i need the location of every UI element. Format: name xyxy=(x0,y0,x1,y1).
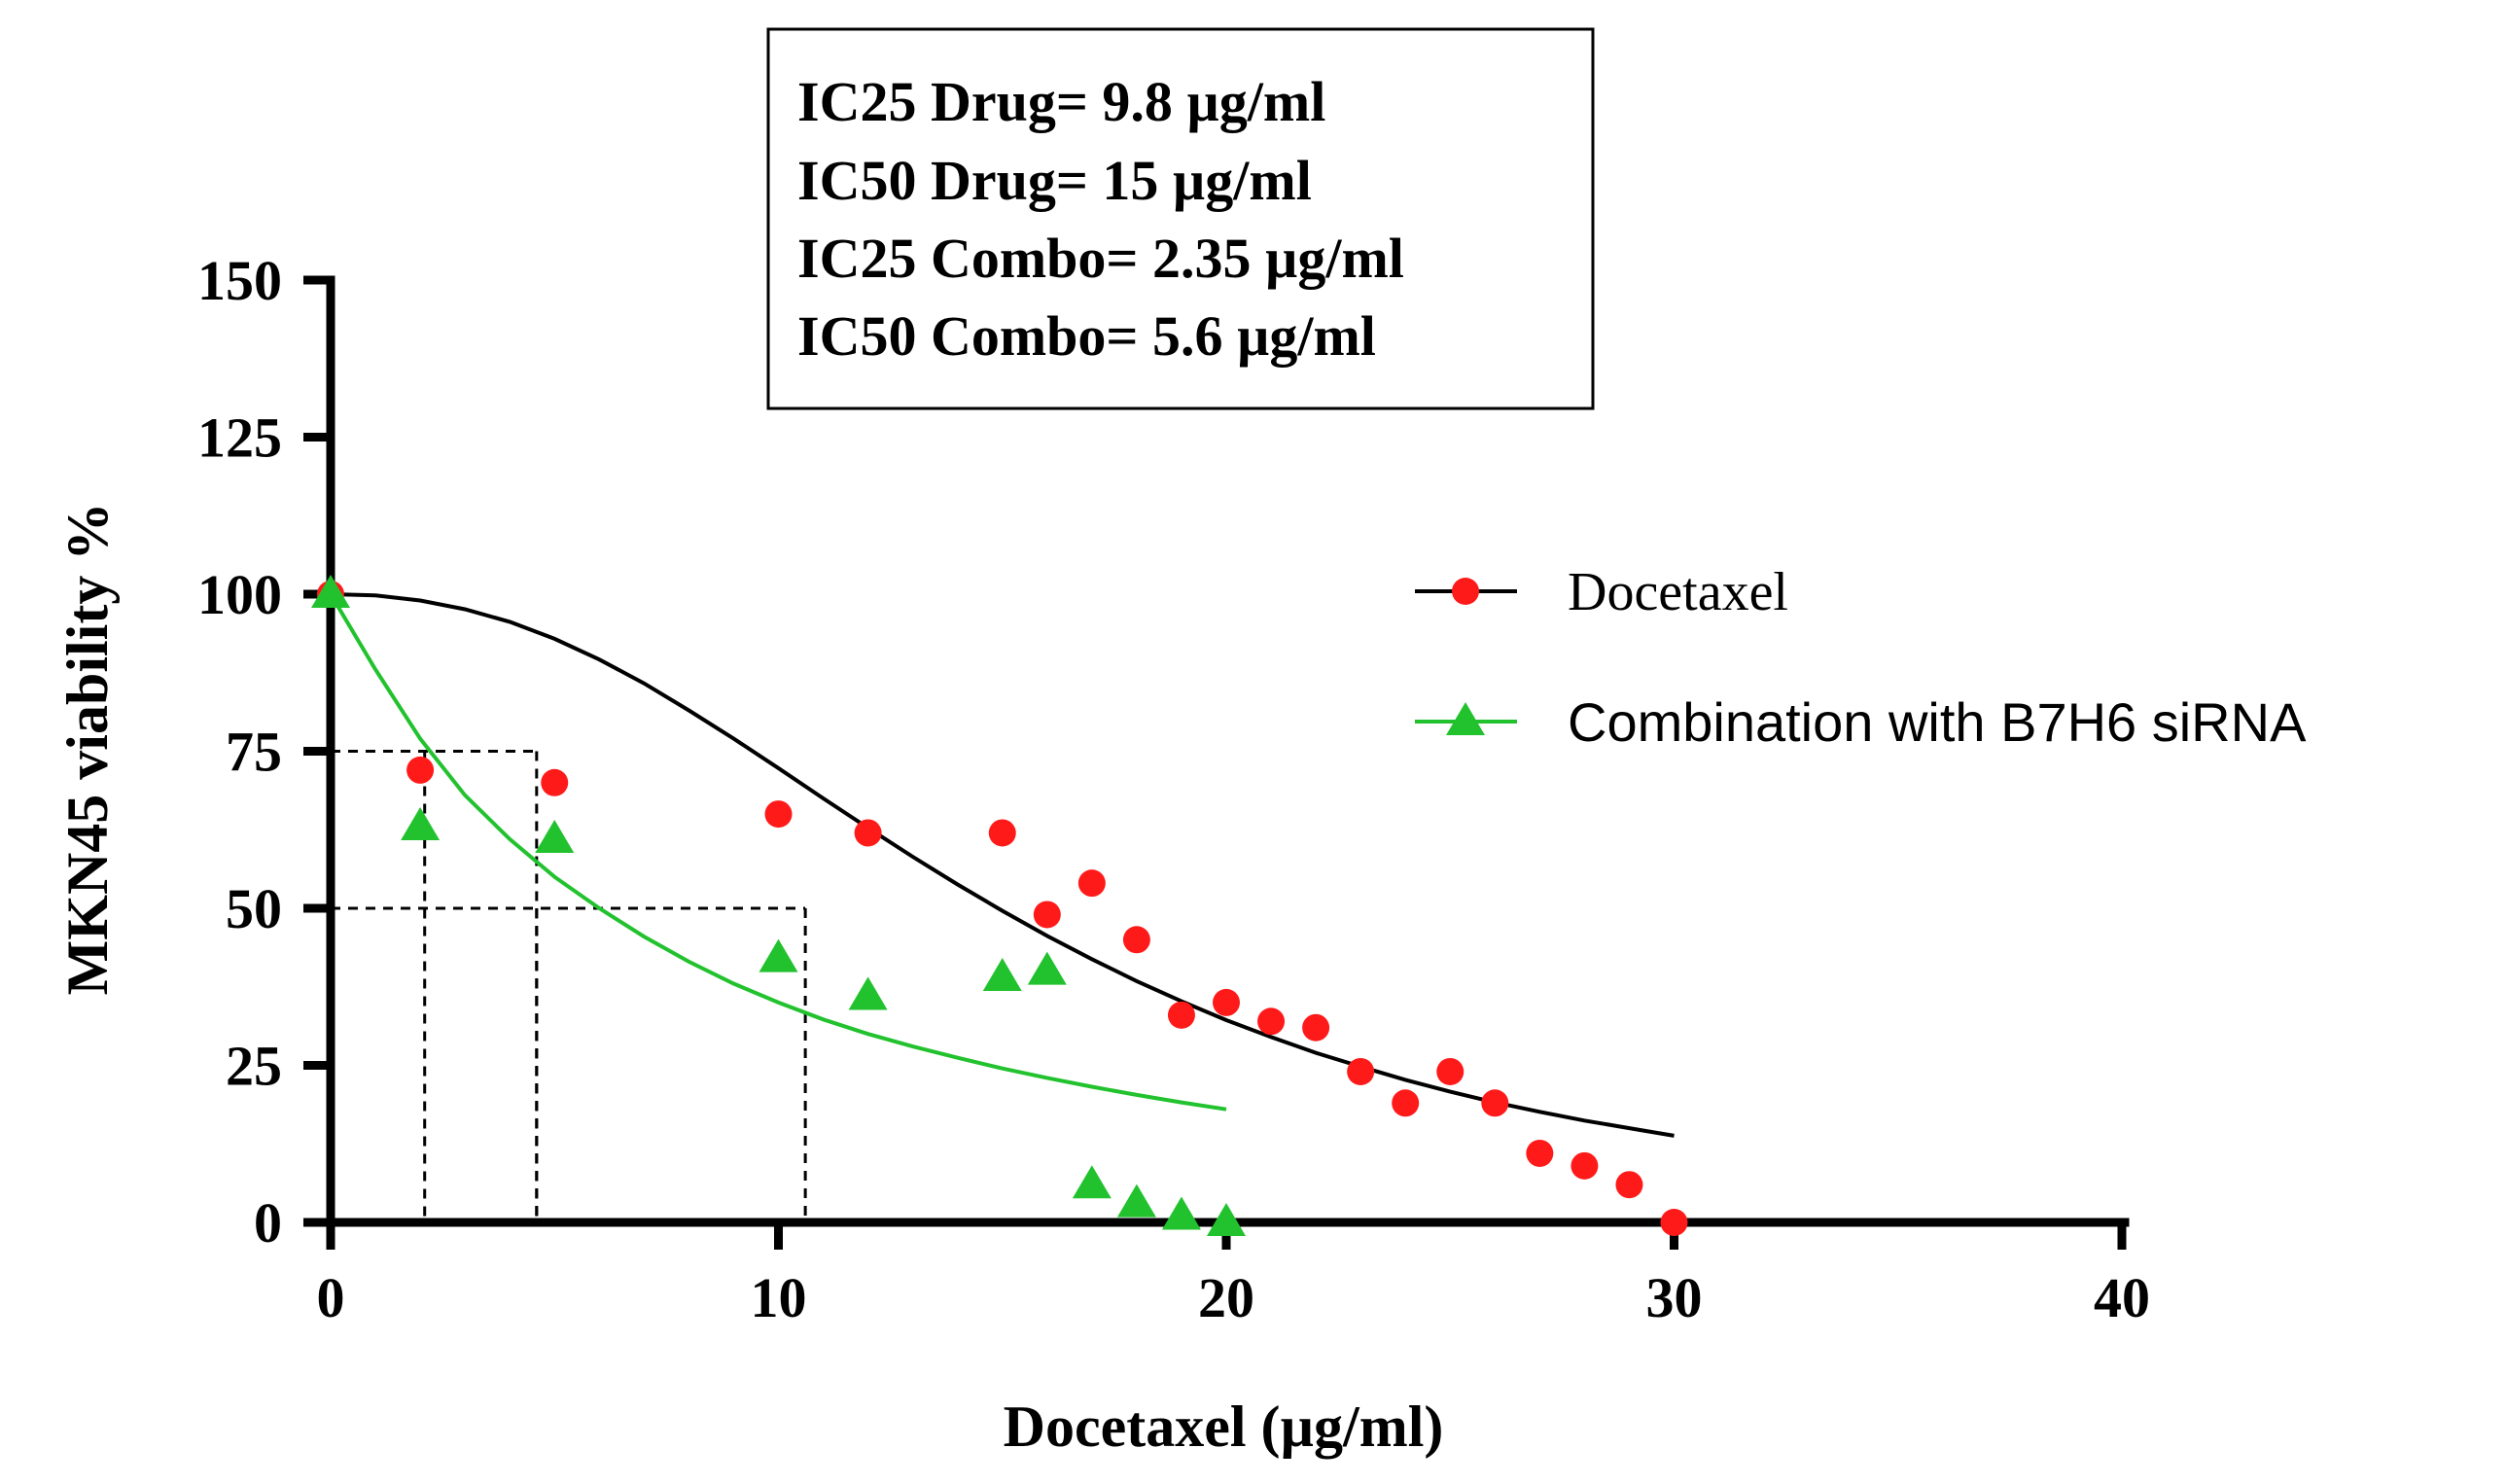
point-combination-4 xyxy=(848,976,888,1010)
point-docetaxel-6 xyxy=(1033,901,1061,929)
point-docetaxel-8 xyxy=(1122,926,1150,954)
x-axis-title: Docetaxel (µg/ml) xyxy=(1004,1395,1444,1459)
point-combination-0 xyxy=(311,575,350,608)
point-docetaxel-2 xyxy=(541,768,569,796)
legend-marker-docetaxel xyxy=(1452,578,1479,605)
legend-label-combination: Combination with B7H6 siRNA xyxy=(1568,691,2307,753)
y-axis-title: MKN45 viability % xyxy=(55,503,120,996)
x-tick-label-20: 20 xyxy=(1198,1266,1254,1329)
point-docetaxel-15 xyxy=(1436,1057,1465,1085)
annotation-line-ic25-combo: IC25 Combo= 2.35 µg/ml xyxy=(797,227,1404,290)
y-tick-label-50: 50 xyxy=(226,877,282,940)
axes: 0 10 20 30 40 0 25 50 75 100 125 150 xyxy=(197,249,2150,1329)
y-tick-label-0: 0 xyxy=(254,1191,282,1254)
point-docetaxel-7 xyxy=(1077,869,1106,898)
annotation-line-ic25-drug: IC25 Drug= 9.8 µg/ml xyxy=(797,70,1325,133)
point-combination-9 xyxy=(1161,1196,1201,1230)
point-docetaxel-12 xyxy=(1302,1013,1330,1042)
point-combination-7 xyxy=(1072,1165,1112,1199)
point-docetaxel-10 xyxy=(1213,988,1240,1016)
point-docetaxel-20 xyxy=(1660,1209,1688,1236)
point-docetaxel-9 xyxy=(1167,1001,1195,1029)
fit-curve-combination xyxy=(329,592,1227,1112)
point-combination-2 xyxy=(535,819,575,853)
data-points xyxy=(311,575,1688,1236)
y-tick-label-75: 75 xyxy=(226,721,282,784)
point-docetaxel-19 xyxy=(1615,1171,1643,1199)
point-docetaxel-3 xyxy=(764,800,793,829)
point-combination-10 xyxy=(1207,1203,1246,1236)
y-tick-label-125: 125 xyxy=(197,406,282,470)
point-docetaxel-14 xyxy=(1392,1089,1420,1117)
point-docetaxel-18 xyxy=(1571,1151,1599,1180)
x-tick-label-0: 0 xyxy=(317,1266,345,1329)
legend: Docetaxel Combination with B7H6 siRNA xyxy=(1415,562,2307,753)
reference-lines xyxy=(331,750,807,1222)
point-combination-5 xyxy=(982,958,1022,992)
annotation-line-ic50-drug: IC50 Drug= 15 µg/ml xyxy=(797,149,1312,212)
x-tick-label-40: 40 xyxy=(2094,1266,2150,1329)
fit-curves xyxy=(329,592,1675,1138)
point-combination-8 xyxy=(1116,1184,1156,1218)
point-docetaxel-16 xyxy=(1481,1089,1509,1117)
point-combination-3 xyxy=(759,938,798,972)
y-tick-label-100: 100 xyxy=(197,563,282,626)
annotation-line-ic50-combo: IC50 Combo= 5.6 µg/ml xyxy=(797,304,1376,368)
point-docetaxel-1 xyxy=(406,756,435,784)
annotation-box xyxy=(766,27,1595,410)
y-tick-label-150: 150 xyxy=(197,249,282,312)
point-combination-1 xyxy=(401,807,441,841)
point-docetaxel-13 xyxy=(1347,1057,1375,1085)
point-docetaxel-11 xyxy=(1257,1007,1286,1036)
point-docetaxel-17 xyxy=(1526,1139,1554,1167)
x-tick-label-30: 30 xyxy=(1646,1266,1703,1329)
point-docetaxel-5 xyxy=(988,819,1016,847)
point-docetaxel-4 xyxy=(854,819,882,847)
x-tick-label-10: 10 xyxy=(751,1266,807,1329)
fit-curve-docetaxel xyxy=(330,592,1675,1138)
y-tick-label-25: 25 xyxy=(226,1035,282,1098)
point-combination-6 xyxy=(1027,951,1067,985)
legend-marker-combination xyxy=(1446,702,1485,735)
legend-label-docetaxel: Docetaxel xyxy=(1568,562,1788,622)
